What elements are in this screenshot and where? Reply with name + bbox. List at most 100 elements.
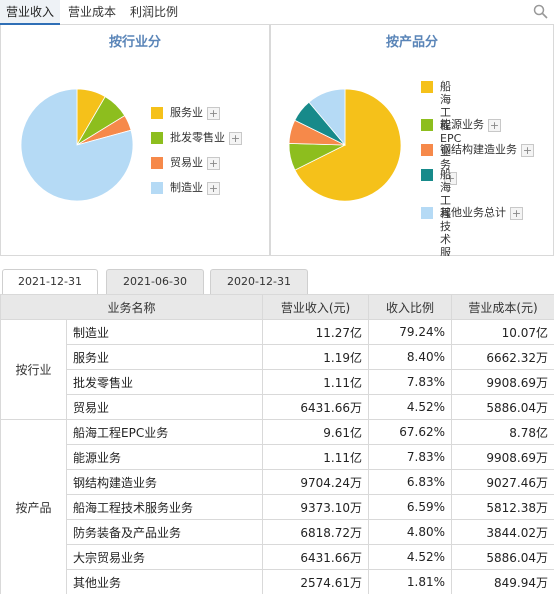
tab-profit-ratio[interactable]: 利润比例 [129,5,178,19]
revenue-cell: 6431.66万 [262,394,370,420]
product-legend-swatch [421,169,433,181]
table-row: 防务装备及产品业务 6818.72万 4.80% 3844.02万 [1,519,554,545]
industry-legend-label: 贸易业 + [170,156,220,170]
business-table: 业务名称 营业收入(元) 收入比例 营业成本(元) 按行业 制造业 11.27亿 79… [0,294,554,594]
cost-cell: 9027.46万 [451,469,554,495]
industry-legend-label: 制造业 + [170,181,220,195]
table-row: 其他业务 2574.61万 1.81% 849.94万 [1,569,554,594]
product-legend-label: 船海工程EPC业务+ [440,80,462,185]
table-row: 大宗贸易业务 6431.66万 4.52% 5886.04万 [1,544,554,570]
revenue-cell: 11.27亿 [262,319,370,345]
expand-plus-icon[interactable]: + [521,143,534,157]
cost-cell: 5812.38万 [451,494,554,520]
table-row: 批发零售业 1.11亿 7.83% 9908.69万 [1,369,554,395]
name-cell: 防务装备及产品业务 [65,519,264,545]
group-label: 按行业 [0,319,67,420]
ratio-cell: 1.81% [368,569,453,594]
revenue-cell: 9704.24万 [262,469,370,495]
expand-plus-icon[interactable]: + [229,131,242,145]
header-ratio: 收入比例 [368,294,453,320]
name-cell: 船海工程技术服务业务 [65,494,264,520]
ratio-cell: 8.40% [368,344,453,370]
name-cell: 钢结构建造业务 [65,469,264,495]
name-cell: 批发零售业 [65,369,264,395]
cost-cell: 9908.69万 [451,369,554,395]
revenue-cell: 1.11亿 [262,369,370,395]
cost-cell: 3844.02万 [451,519,554,545]
table-row: 按产品 船海工程EPC业务 9.61亿 67.62% 8.78亿 [0,419,554,594]
expand-plus-icon[interactable]: + [207,181,220,195]
revenue-cell: 9373.10万 [262,494,370,520]
revenue-cell: 1.19亿 [262,344,370,370]
tab-revenue[interactable]: 营业收入 [0,0,60,25]
table-row: 船海工程技术服务业务 9373.10万 6.59% 5812.38万 [1,494,554,520]
industry-legend-label: 批发零售业 + [170,131,242,145]
product-legend-swatch [421,81,433,93]
ratio-cell: 67.62% [368,419,453,445]
name-cell: 制造业 [65,319,264,345]
product-legend-label: 其他业务总计 + [440,206,523,220]
product-panel: 按产品分 船海工程EPC业务+能源业务+钢结构建造业务+船海工程技术服务业务+其… [270,25,554,312]
ratio-cell: 79.24% [368,319,453,345]
industry-panel-title: 按行业分 [108,35,161,50]
revenue-cell: 6818.72万 [262,519,370,545]
product-legend-swatch [421,119,433,131]
revenue-cell: 2574.61万 [262,569,370,594]
product-legend-label: 能源业务 + [440,118,501,132]
expand-plus-icon[interactable]: + [488,118,501,132]
top-tab-bar: 营业收入 营业成本 利润比例 [0,0,554,25]
product-legend-swatch [421,207,433,219]
ratio-cell: 6.83% [368,469,453,495]
name-cell: 大宗贸易业务 [65,544,264,570]
date-tab-bar: 2021-12-31 2021-06-30 2020-12-31 [0,256,554,295]
header-cost: 营业成本(元) [451,294,554,320]
cost-cell: 9908.69万 [451,444,554,470]
ratio-cell: 7.83% [368,444,453,470]
ratio-cell: 7.83% [368,369,453,395]
product-pie-slice-4 [308,88,346,147]
name-cell: 船海工程EPC业务 [65,419,264,445]
industry-legend-swatch [151,157,163,169]
product-legend-label: 钢结构建造业务 + [440,143,534,157]
header-revenue: 营业收入(元) [262,294,370,320]
industry-panel: 按行业分 服务业 + 批发零售业 + 贸易业 + 制造业 + [0,25,270,256]
product-panel-title: 按产品分 [385,35,438,50]
name-cell: 贸易业 [65,394,264,420]
table-header-row: 业务名称 营业收入(元) 收入比例 营业成本(元) [0,294,554,320]
cost-cell: 849.94万 [451,569,554,594]
expand-plus-icon[interactable]: + [207,156,220,170]
date-tab-2020-12-31[interactable]: 2020-12-31 [210,269,308,295]
cost-cell: 10.07亿 [451,319,554,345]
industry-legend-swatch [151,132,163,144]
name-cell: 能源业务 [65,444,264,470]
header-business-name: 业务名称 [0,294,264,320]
date-tab-2021-06-30[interactable]: 2021-06-30 [106,269,204,295]
group-label: 按产品 [0,419,67,594]
industry-pie-slice-3 [20,88,134,202]
cost-cell: 6662.32万 [451,344,554,370]
expand-plus-icon[interactable]: + [444,171,457,185]
tab-cost[interactable]: 营业成本 [67,5,116,19]
cost-cell: 8.78亿 [451,419,554,445]
industry-legend-swatch [151,107,163,119]
expand-plus-icon[interactable]: + [510,206,523,220]
date-tab-2021-12-31[interactable]: 2021-12-31 [2,269,98,295]
name-cell: 其他业务 [65,569,264,594]
cost-cell: 5886.04万 [451,394,554,420]
table-row: 钢结构建造业务 9704.24万 6.83% 9027.46万 [1,469,554,495]
product-pie-chart [288,88,402,202]
industry-legend-label: 服务业 + [170,106,220,120]
expand-plus-icon[interactable]: + [207,106,220,120]
industry-legend-swatch [151,182,163,194]
table-row: 贸易业 6431.66万 4.52% 5886.04万 [1,394,554,420]
table-row: 能源业务 1.11亿 7.83% 9908.69万 [1,444,554,470]
search-icon[interactable] [532,3,550,21]
revenue-cell: 9.61亿 [262,419,370,445]
ratio-cell: 4.80% [368,519,453,545]
ratio-cell: 4.52% [368,544,453,570]
name-cell: 服务业 [65,344,264,370]
cost-cell: 5886.04万 [451,544,554,570]
table-body: 按行业 制造业 11.27亿 79.24% 10.07亿服务业 1.19亿 8.40% 666… [0,319,554,594]
revenue-cell: 1.11亿 [262,444,370,470]
product-legend-swatch [421,144,433,156]
